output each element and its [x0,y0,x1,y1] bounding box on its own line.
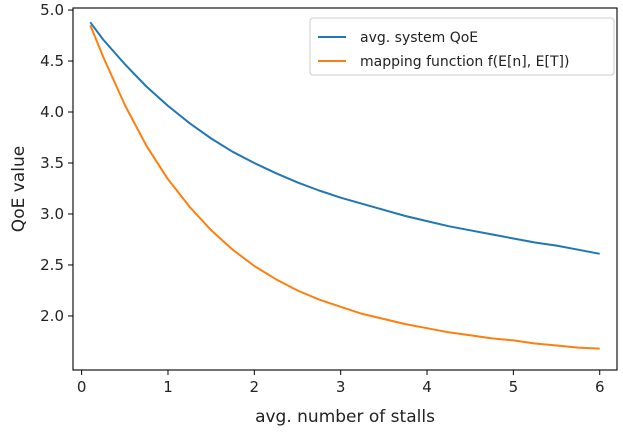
series-layer [89,21,600,350]
y-tick-label: 3.0 [40,205,64,223]
x-tick-label: 5 [509,378,519,396]
x-tick-label: 6 [595,378,605,396]
x-tick-label: 0 [77,378,87,396]
x-axis-label: avg. number of stalls [255,407,435,427]
y-tick-label: 5.0 [40,1,64,19]
y-tick-label: 3.5 [40,154,64,172]
series-line-mapping-function [89,24,600,350]
y-axis-label: QoE value [9,146,29,232]
x-tick-label: 4 [422,378,432,396]
y-axis: 2.0 2.5 3.0 3.5 4.0 4.5 5.0 [40,1,73,325]
series-line-system-qoe [89,21,600,255]
y-tick-label: 2.5 [40,256,64,274]
x-tick-label: 1 [163,378,173,396]
legend: avg. system QoE mapping function f(E[n],… [309,17,615,76]
y-tick-label: 4.0 [40,103,64,121]
x-tick-label: 2 [250,378,260,396]
legend-label-mapping-function: mapping function f(E[n], E[T]) [360,54,569,70]
y-tick-label: 4.5 [40,52,64,70]
x-tick-label: 3 [336,378,346,396]
legend-label-system-qoe: avg. system QoE [360,30,478,46]
legend-box [309,17,615,76]
x-axis: 0 1 2 3 4 5 6 [77,370,605,396]
y-tick-label: 2.0 [40,307,64,325]
